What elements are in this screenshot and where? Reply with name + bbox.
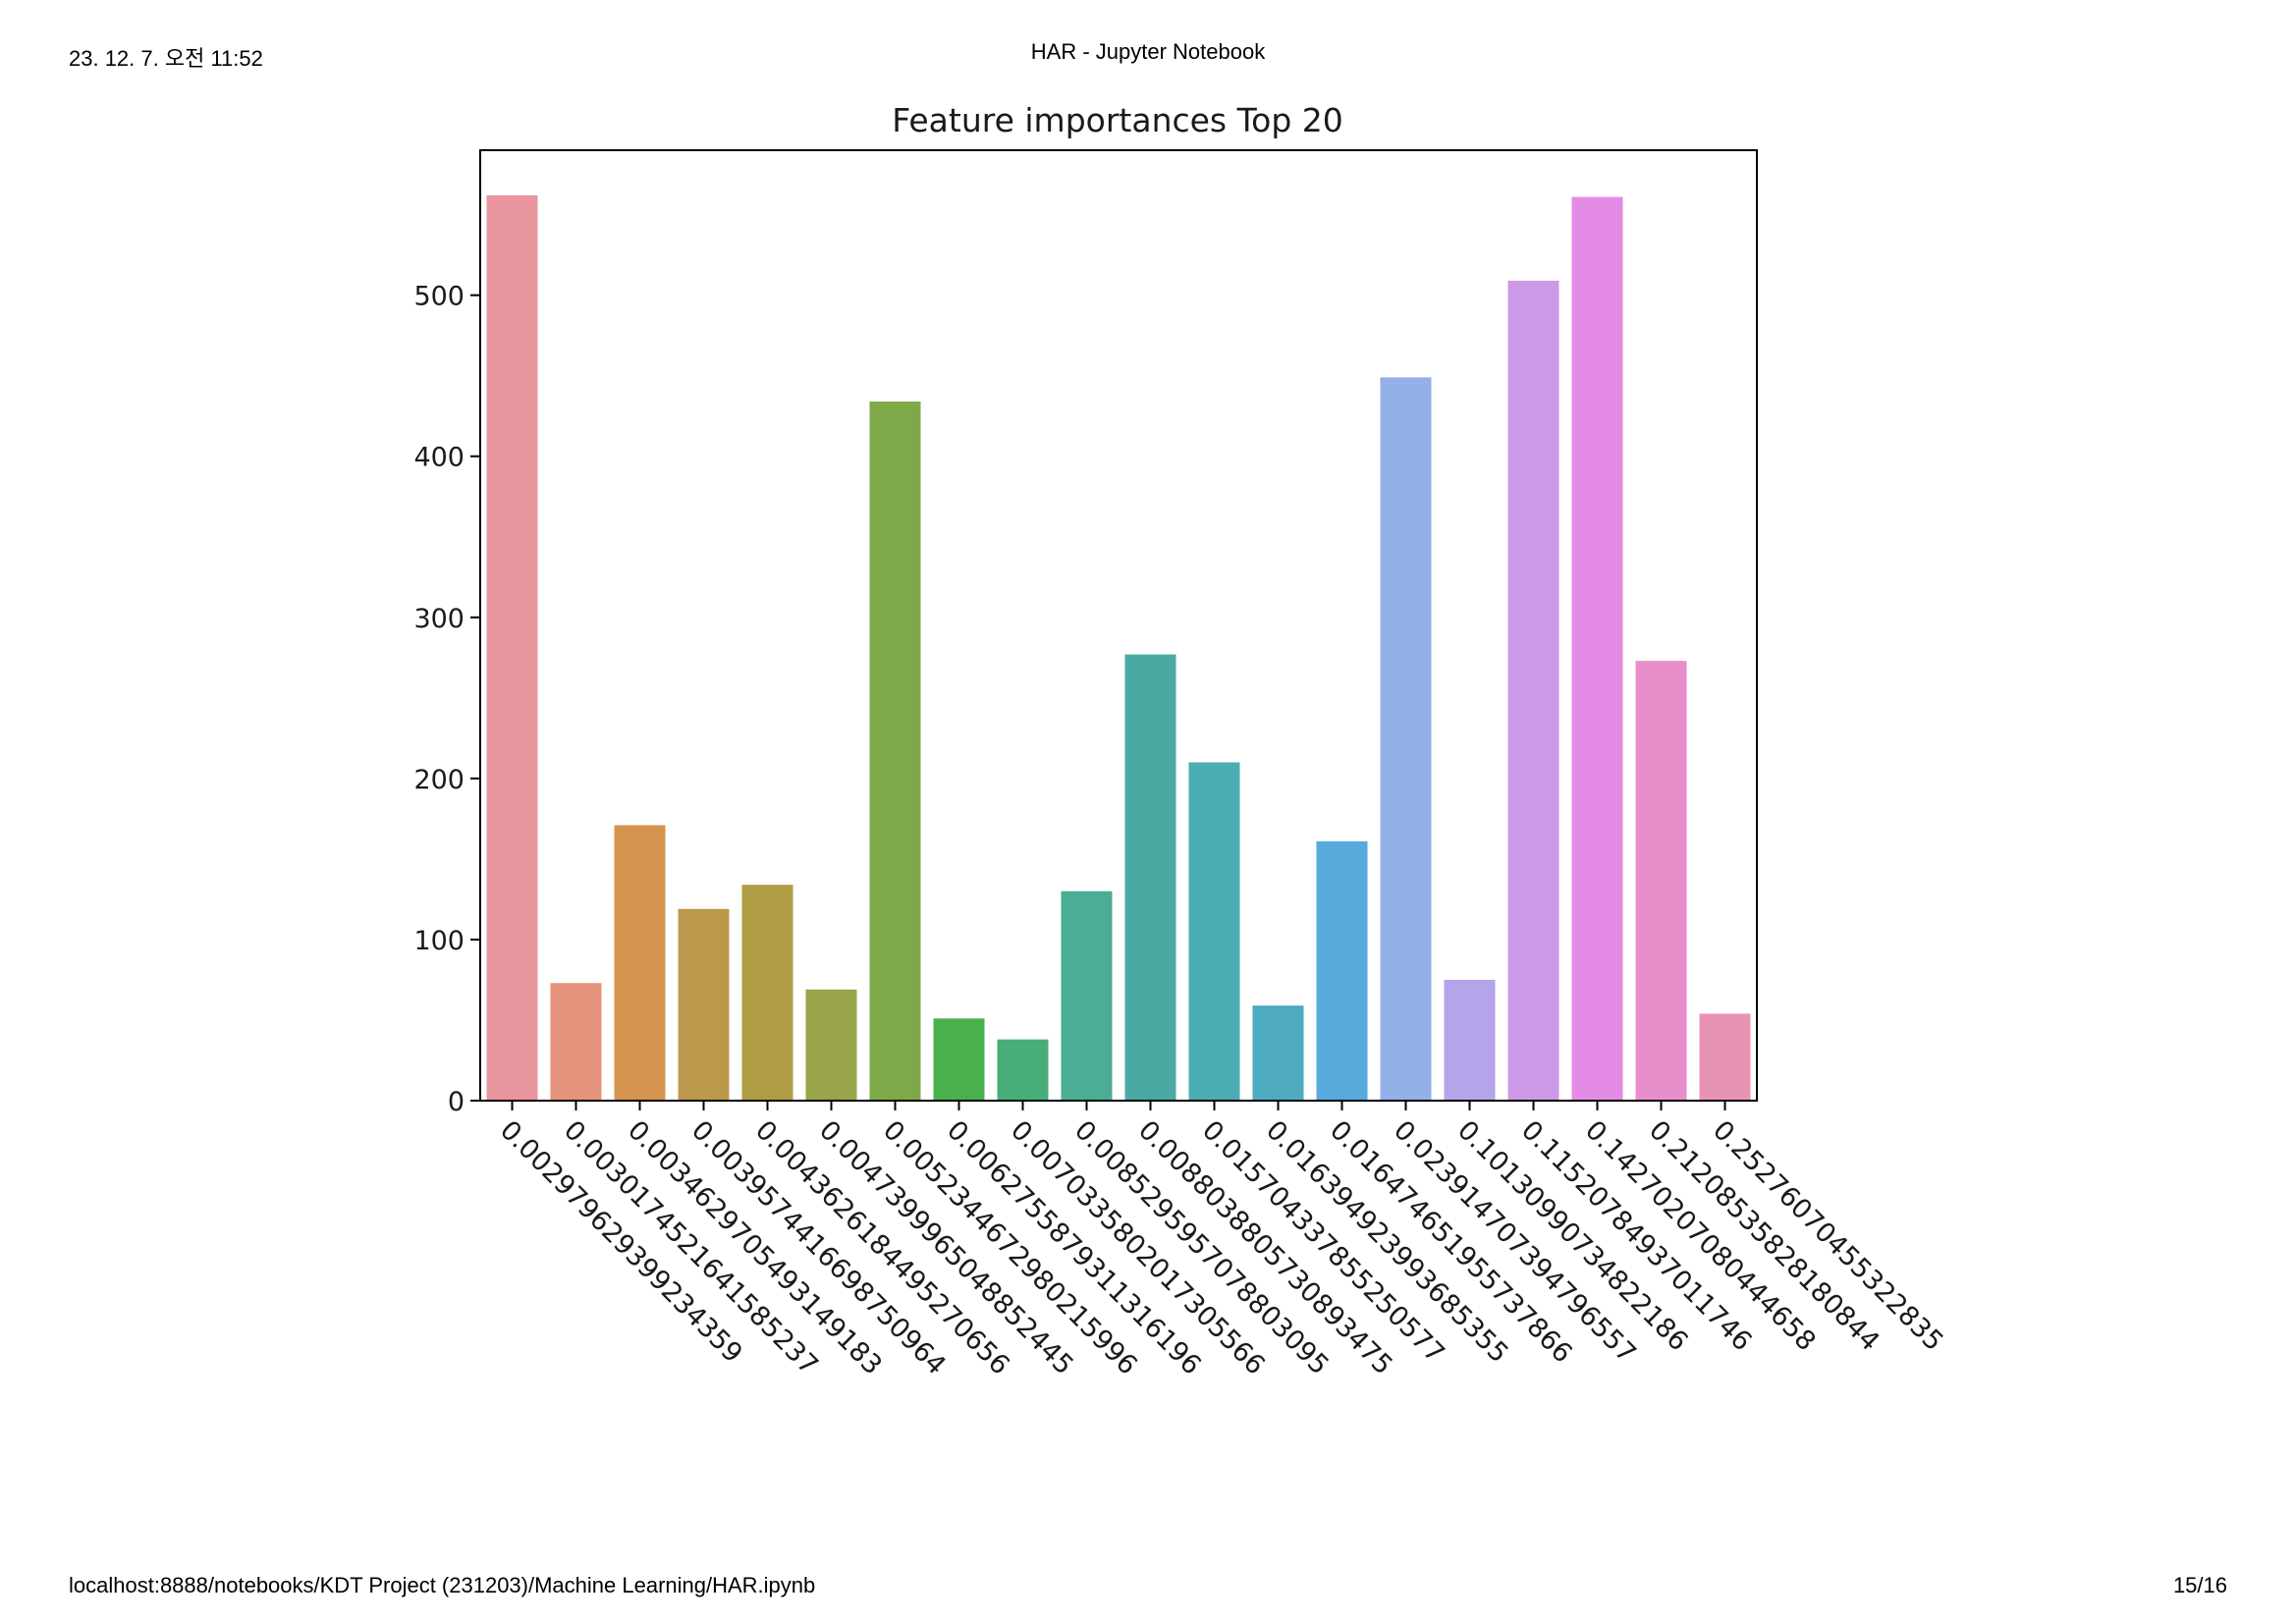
bar [1635,661,1687,1101]
y-tick-label: 500 [413,282,465,312]
bar [1444,979,1496,1101]
y-tick-label: 400 [413,443,465,473]
bar [550,983,602,1101]
bar [486,194,538,1102]
bar [678,908,730,1101]
y-axis: 0 100 200 300 400 500 [413,282,480,1117]
bar [1061,891,1113,1101]
x-axis: 0.0029796293992343590.003017452164158523… [494,1101,1949,1381]
bar [997,1039,1049,1101]
print-page-title: HAR - Jupyter Notebook [1030,39,1266,64]
bars-layer [486,194,1751,1102]
y-tick-label: 100 [413,926,465,956]
bar [1571,196,1623,1102]
print-url: localhost:8888/notebooks/KDT Project (23… [69,1573,816,1597]
bar [869,401,921,1101]
bar [1699,1013,1751,1101]
bar [1507,280,1559,1102]
bar [614,825,666,1101]
chart-title: Feature importances Top 20 [892,101,1343,139]
bar [1316,840,1368,1101]
bar [805,989,857,1101]
bar [1188,762,1240,1101]
bar [741,885,793,1101]
print-timestamp: 23. 12. 7. 오전 11:52 [69,46,263,71]
bar [1124,654,1176,1101]
y-tick-label: 300 [413,604,465,634]
plot-frame [479,149,1758,1102]
bar [1252,1005,1304,1101]
bar [1380,377,1432,1102]
bar [933,1018,985,1101]
print-page-number: 15/16 [2172,1573,2227,1597]
y-tick-label: 200 [413,765,465,795]
y-tick-label: 0 [448,1087,465,1117]
